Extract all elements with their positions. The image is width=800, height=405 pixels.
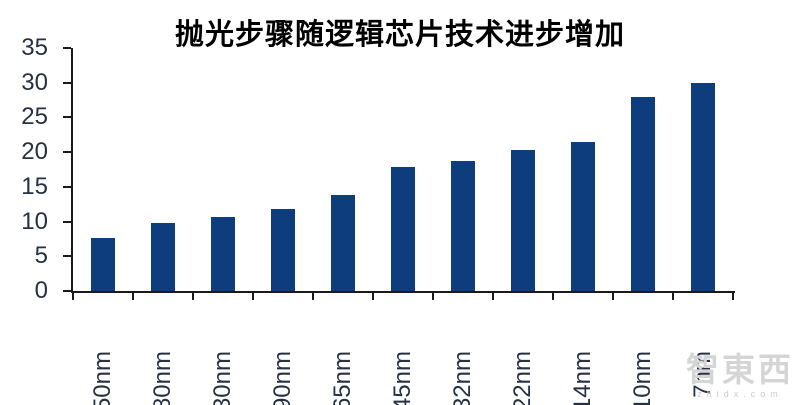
x-tick [612, 293, 614, 300]
x-axis-label-250nm: 250nm [89, 351, 116, 405]
x-tick [672, 293, 674, 300]
x-tick [372, 293, 374, 300]
bar-10nm [631, 96, 655, 291]
y-tick-label: 30 [21, 68, 48, 96]
y-tick [63, 185, 71, 188]
y-tick [63, 47, 71, 49]
x-axis-line [71, 291, 735, 293]
y-tick-label: 5 [34, 242, 48, 270]
y-tick-label: 0 [34, 277, 48, 304]
chart-title: 抛光步骤随逻辑芯片技术进步增加 [174, 19, 625, 51]
x-tick [432, 293, 434, 300]
y-axis-line [71, 48, 73, 293]
bar-22nm [511, 150, 535, 291]
x-axis-label-14nm: 14nm [569, 351, 596, 405]
bar-90nm [271, 209, 295, 291]
x-tick [732, 293, 734, 300]
x-axis-label-180nm: 180nm [149, 351, 176, 405]
y-tick-label: 15 [21, 172, 48, 200]
x-tick [552, 293, 554, 300]
x-axis-label-90nm: 90nm [269, 351, 296, 405]
bar-130nm [211, 216, 235, 291]
y-tick [63, 255, 71, 258]
y-tick-label: 35 [21, 34, 48, 61]
x-axis-label-22nm: 22nm [509, 351, 536, 405]
x-axis-label-65nm: 65nm [329, 351, 356, 405]
y-tick [63, 116, 71, 119]
plot-area: 0 5 10 15 20 25 30 35 250nm 180nm 130nm 90nm 65nm 45n… [21, 36, 735, 405]
x-tick [192, 293, 194, 300]
y-tick-label: 10 [21, 207, 48, 235]
y-tick [63, 151, 71, 154]
x-tick [72, 293, 74, 300]
x-tick [492, 293, 494, 300]
x-axis-label-45nm: 45nm [389, 351, 416, 405]
x-tick [132, 293, 134, 300]
y-tick-label: 25 [21, 103, 48, 131]
bar-65nm [331, 194, 355, 291]
x-tick [312, 293, 314, 300]
watermark: 智東西 zhidx.com [686, 350, 794, 399]
x-axis-label-10nm: 10nm [629, 351, 656, 405]
y-tick [63, 290, 71, 292]
y-tick [63, 220, 71, 223]
watermark-logo: 智東西 [686, 350, 794, 388]
bar-250nm [91, 237, 115, 291]
bar-14nm [571, 142, 595, 291]
y-tick [63, 81, 71, 84]
bar-32nm [451, 161, 475, 291]
bar-180nm [151, 222, 175, 291]
bar-45nm [391, 167, 415, 291]
watermark-url: zhidx.com [697, 389, 783, 399]
x-axis-label-32nm: 32nm [449, 351, 476, 405]
y-tick-label: 20 [21, 138, 48, 166]
x-axis-label-130nm: 130nm [209, 351, 236, 405]
x-tick [252, 293, 254, 300]
bar-7nm [691, 82, 715, 291]
